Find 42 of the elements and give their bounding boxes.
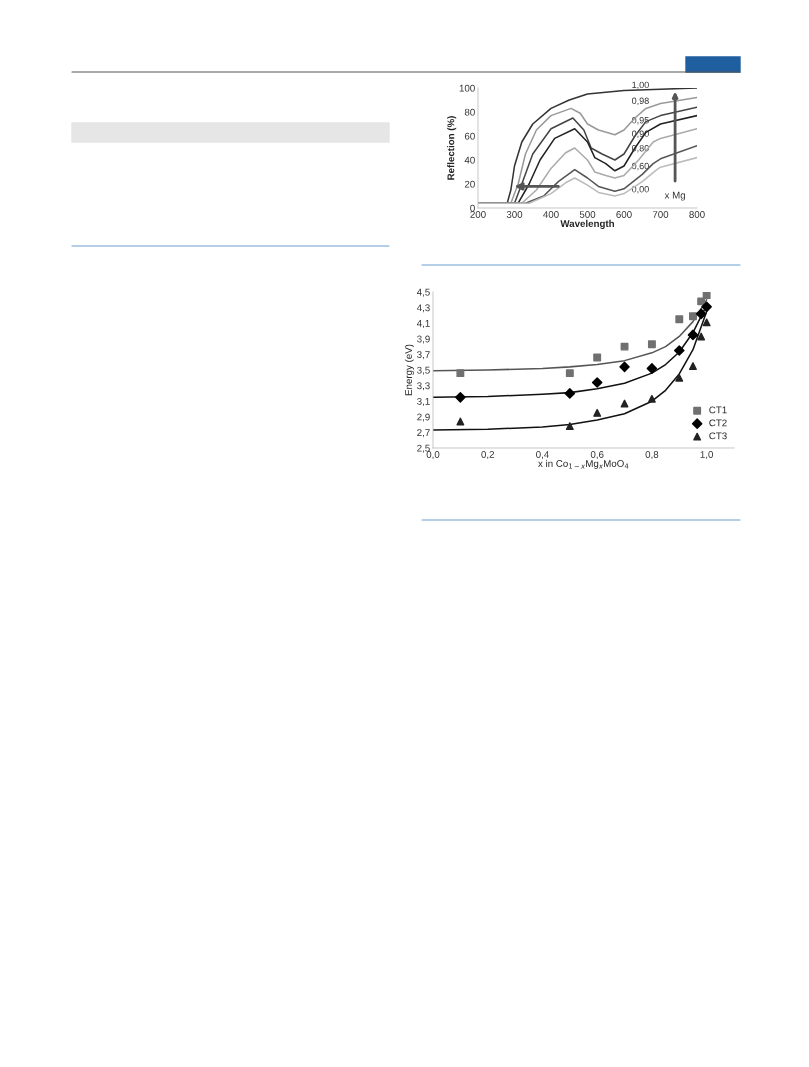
series-label: 0,98 — [631, 97, 649, 106]
y-tick-label: 2,9 — [417, 413, 430, 422]
series-label: 1,00 — [632, 81, 649, 90]
x-axis-title: Wavelength — [560, 219, 614, 229]
x-tick-label: 0,4 — [536, 451, 549, 460]
x-tick-label: 800 — [689, 211, 705, 218]
x-tick-label: 400 — [543, 211, 559, 218]
y-tick-label: 2,7 — [417, 429, 430, 438]
x-tick-label: 0,2 — [481, 451, 494, 460]
legend-label: CT1 — [709, 406, 727, 414]
y-tick-label: 3,1 — [417, 397, 430, 406]
x-tick-label: 200 — [470, 211, 486, 218]
x-tick-label: 0,8 — [645, 451, 659, 460]
y-tick-label: 2,5 — [417, 444, 430, 453]
x-tick-label: 1,0 — [700, 451, 714, 460]
x-tick-label: 0,6 — [590, 451, 604, 460]
y-tick-label: 100 — [459, 84, 475, 92]
x-tick-label: 500 — [579, 211, 596, 218]
y-tick-label: 4,5 — [416, 288, 430, 297]
x-tick-label: 600 — [616, 211, 632, 218]
series-label: 0,60 — [631, 162, 649, 171]
y-tick-label: 40 — [464, 156, 475, 164]
legend-label: CT2 — [709, 419, 727, 427]
y-tick-label: 4,3 — [416, 304, 430, 313]
y-tick-label: 3,3 — [417, 382, 430, 391]
y-tick-label: 3,7 — [417, 351, 430, 360]
y-tick-label: 4,1 — [416, 320, 430, 328]
x-tick-label: 300 — [506, 211, 523, 218]
y-tick-label: 0 — [470, 204, 475, 212]
x-tick-label: 700 — [652, 211, 669, 218]
y-tick-label: 3,9 — [417, 335, 430, 344]
y-tick-label: 3,5 — [417, 366, 430, 375]
y-axis-title: Reflection (%) — [447, 116, 457, 180]
x-tick-label: 0,0 — [426, 451, 440, 460]
annotation: x Mg — [664, 191, 686, 201]
x-axis-title: x in Co$_{1−x}$Mg$_{x}$MoO$_{4}$ — [538, 459, 629, 469]
series-label: 0,00 — [631, 186, 649, 194]
y-axis-title: Energy (eV) — [404, 344, 414, 396]
y-tick-label: 20 — [464, 180, 475, 188]
y-tick-label: 80 — [464, 108, 475, 116]
y-tick-label: 60 — [464, 132, 475, 140]
legend-label: CT3 — [709, 432, 727, 440]
